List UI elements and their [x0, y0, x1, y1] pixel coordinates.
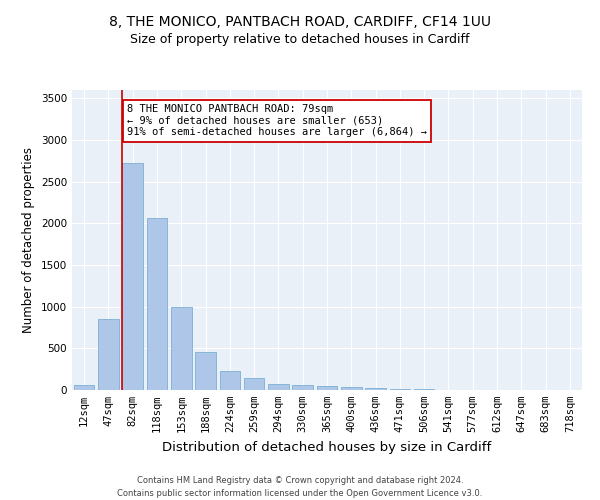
Bar: [195, 352, 216, 390]
Bar: [98, 319, 119, 390]
Text: 8, THE MONICO, PANTBACH ROAD, CARDIFF, CF14 1UU: 8, THE MONICO, PANTBACH ROAD, CARDIFF, C…: [109, 15, 491, 29]
Bar: [292, 386, 313, 390]
Bar: [220, 371, 240, 390]
Bar: [389, 389, 410, 390]
Text: 8 THE MONICO PANTBACH ROAD: 79sqm
← 9% of detached houses are smaller (653)
91% : 8 THE MONICO PANTBACH ROAD: 79sqm ← 9% o…: [127, 104, 427, 138]
Bar: [365, 388, 386, 390]
Bar: [74, 385, 94, 390]
Text: Contains HM Land Registry data © Crown copyright and database right 2024.
Contai: Contains HM Land Registry data © Crown c…: [118, 476, 482, 498]
Bar: [244, 378, 265, 390]
Bar: [414, 389, 434, 390]
Bar: [341, 387, 362, 390]
Bar: [146, 218, 167, 390]
Bar: [122, 162, 143, 390]
X-axis label: Distribution of detached houses by size in Cardiff: Distribution of detached houses by size …: [163, 440, 491, 454]
Bar: [268, 384, 289, 390]
Bar: [171, 306, 191, 390]
Y-axis label: Number of detached properties: Number of detached properties: [22, 147, 35, 333]
Text: Size of property relative to detached houses in Cardiff: Size of property relative to detached ho…: [130, 32, 470, 46]
Bar: [317, 386, 337, 390]
